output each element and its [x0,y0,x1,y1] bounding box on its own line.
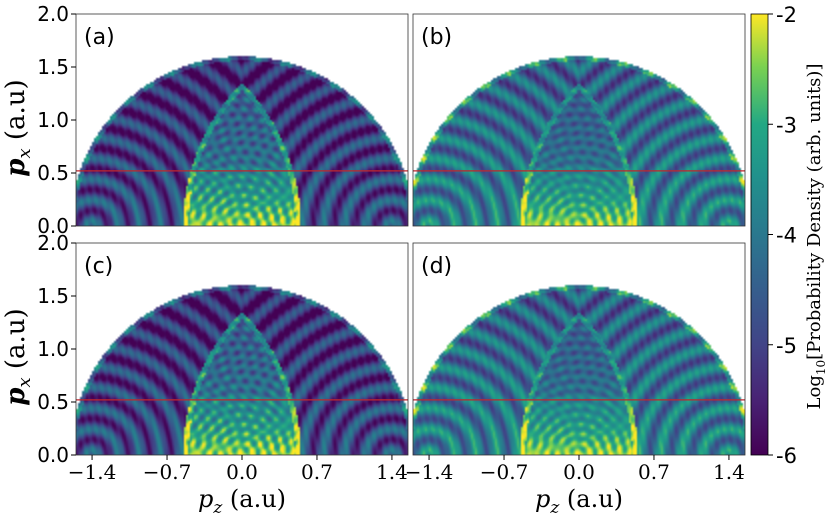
x-tick-label: 0.0 [563,460,595,484]
x-tick-label: 1.4 [376,460,408,484]
colorbar-gradient [750,13,769,456]
heatmap-image [413,14,745,226]
y-axis-label: px (a.u) [1,308,35,405]
y-axis-label: px (a.u) [1,79,35,176]
x-tick-label: −1.4 [405,460,454,484]
colorbar-tick-label: -5 [776,334,797,358]
colorbar-tick-label: -3 [776,113,797,137]
panel-label: (d) [421,254,452,279]
colorbar-tick-label: -6 [776,444,797,468]
panel-label: (c) [84,254,113,279]
panel-b: (b) [412,13,746,227]
y-tick-label: 2.0 [37,2,69,26]
x-tick-label: −0.7 [143,460,192,484]
y-tick-label: 0.0 [37,214,69,238]
heatmap-image [413,243,745,455]
y-tick-label: 0.5 [37,390,69,414]
y-tick-label: 0.0 [37,443,69,467]
colorbar: -2 -3 -4 -5 -6 Log10[Probability Density (arb… [750,3,828,468]
y-tick-label: 0.5 [37,161,69,185]
x-tick-label: 0.7 [638,460,670,484]
colorbar-tick-label: -2 [776,3,797,27]
heatmap-image [76,14,408,226]
y-tick-label: 1.5 [37,284,69,308]
x-tick-label: 0.7 [301,460,333,484]
y-tick-label: 1.0 [37,108,69,132]
x-axis-label: pz (a.u) [198,485,286,518]
y-tick-label: 1.0 [37,337,69,361]
panel-frame [412,13,746,227]
panel-label: (a) [84,25,115,50]
y-tick-label: 1.5 [37,55,69,79]
x-tick-label: 0.0 [226,460,258,484]
panel-label: (b) [421,25,452,50]
heatmap-image [76,243,408,455]
colorbar-tick-label: -4 [776,224,797,248]
colorbar-label: Log10[Probability Density (arb. units)] [804,64,828,410]
x-axis-label: pz (a.u) [535,485,623,518]
panel-d: (d) −1.4 −0.7 0.0 0.7 1.4 pz (a.u) [405,242,746,518]
x-tick-label: −0.7 [480,460,529,484]
panel-c: (c) 0.0 0.5 1.0 1.5 2.0 px (a.u) −1.4 −0.7 0.0 0.7… [1,231,409,518]
heatmap-panels: (a) 0.0 0.5 1.0 1.5 2.0 px (a.u) (b) (c) 0.0 0.5 1.… [1,2,746,518]
y-tick-label: 2.0 [37,231,69,255]
x-tick-label: −1.4 [68,460,117,484]
x-tick-label: 1.4 [713,460,745,484]
panel-a: (a) 0.0 0.5 1.0 1.5 2.0 px (a.u) [1,2,409,238]
